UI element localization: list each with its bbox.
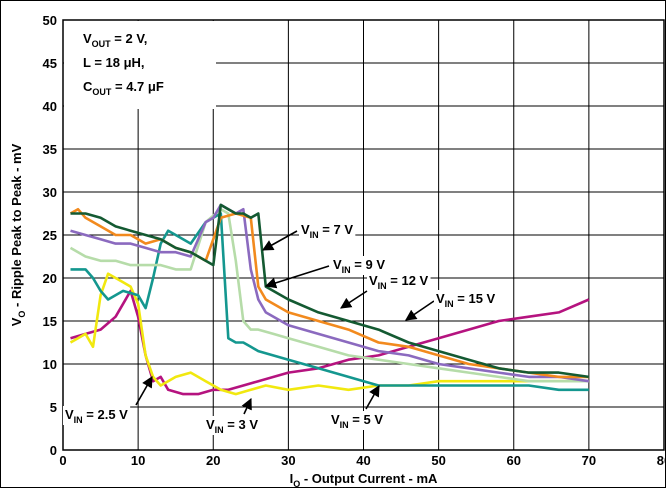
x-tick-label: 10	[131, 453, 145, 468]
ann-15v-arrow	[405, 300, 435, 321]
ann-2p5v-label-bg	[63, 406, 131, 425]
condition-text: COUT = 4.7 μF	[83, 79, 164, 97]
tick-labels: 0 5 10 15 20 25 30 35 40 45 50 0 10 20 30 40 50 60 70 80	[43, 13, 665, 468]
x-tick-label: 50	[431, 453, 445, 468]
y-tick-label: 20	[43, 271, 57, 286]
x-axis-label: IO - Output Current - mA	[290, 471, 438, 487]
series-line-vin-9	[70, 203, 590, 383]
ann-2p5v-arrow	[135, 376, 153, 406]
axis-labels: IO - Output Current - mA VO - Ripple Peak…	[9, 143, 438, 487]
series-line-vin-3	[69, 272, 589, 396]
x-tick-label: 0	[59, 453, 66, 468]
x-tick-label: 20	[206, 453, 220, 468]
ann-5v-arrow	[365, 385, 380, 410]
y-tick-label: 50	[43, 13, 57, 28]
ann-3v-arrow	[241, 397, 252, 415]
y-tick-label: 15	[43, 314, 57, 329]
y-tick-label: 35	[43, 142, 57, 157]
ann-9v-label-bg	[331, 256, 388, 275]
ann-15v-label: VIN = 15 V	[436, 291, 496, 309]
series-group	[69, 203, 590, 396]
conditions-box: VOUT = 2 V, L = 18 μH, COUT = 4.7 μF	[64, 21, 216, 109]
ann-9v-label: VIN = 9 V	[333, 257, 385, 275]
y-tick-label: 25	[43, 228, 57, 243]
series-line-vin-7	[69, 207, 589, 383]
ann-7v-label-bg	[299, 221, 356, 240]
series-line-vin-5	[70, 212, 589, 392]
condition-text: VOUT = 2 V,	[83, 31, 147, 49]
ann-2p5v-label: VIN = 2.5 V	[65, 407, 128, 425]
grid	[63, 20, 664, 450]
x-tick-label: 60	[507, 453, 521, 468]
x-tick-label: 30	[281, 453, 295, 468]
condition-text: L = 18 μH,	[83, 55, 145, 70]
x-tick-label: 70	[582, 453, 596, 468]
ann-7v-arrow	[262, 230, 298, 251]
y-tick-label: 40	[43, 99, 57, 114]
ann-15v-label-bg	[434, 290, 498, 309]
ann-12v-arrow	[340, 290, 368, 309]
y-axis-label: VO - Ripple Peak to Peak - mV	[9, 143, 27, 326]
x-tick-label: 40	[356, 453, 370, 468]
y-tick-label: 45	[43, 56, 57, 71]
ann-5v-label: VIN = 5 V	[331, 412, 383, 430]
ann-5v-label-bg	[329, 411, 386, 430]
y-tick-label: 30	[43, 185, 57, 200]
conditions-background	[64, 21, 216, 109]
x-tick-label: 80	[657, 453, 665, 468]
ann-7v-label: VIN = 7 V	[301, 222, 353, 240]
ann-3v-label: VIN = 3 V	[206, 417, 258, 435]
series-line-vin-15	[70, 203, 590, 379]
ann-9v-arrow	[264, 265, 330, 289]
y-tick-label: 10	[43, 357, 57, 372]
plot-frame	[62, 19, 665, 451]
ann-3v-label-bg	[204, 416, 261, 435]
ann-12v-label-bg	[367, 272, 431, 291]
y-tick-label: 5	[50, 400, 57, 415]
ann-12v-label: VIN = 12 V	[369, 273, 429, 291]
plot-border	[62, 19, 665, 451]
y-tick-label: 0	[50, 443, 57, 458]
